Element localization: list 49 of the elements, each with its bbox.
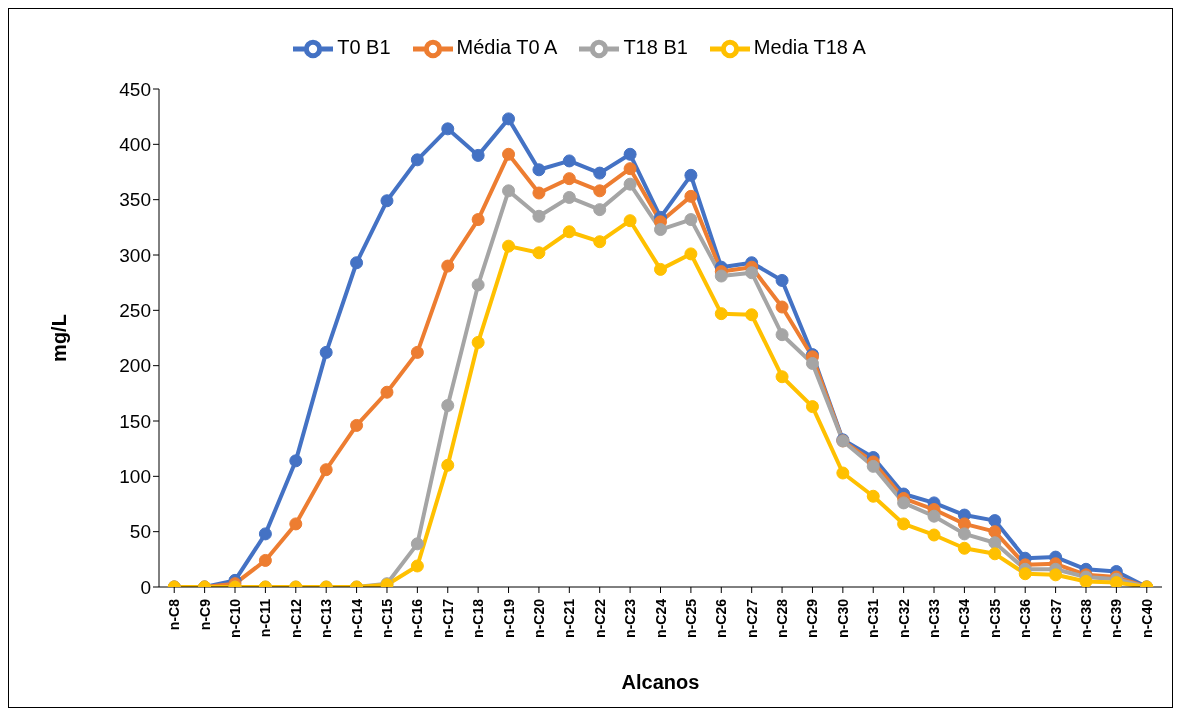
y-tick-label: 300 [119,244,151,266]
y-axis-title: mg/L [48,314,71,362]
x-tick-label: n-C23 [622,598,639,638]
x-tick-label: n-C36 [1017,598,1034,638]
y-tick-label: 100 [119,466,151,488]
x-tick-label: n-C31 [865,598,882,638]
x-tick-label: n-C25 [682,598,699,638]
x-tick-label: n-C34 [956,598,973,638]
y-tick-label: 50 [129,521,151,543]
x-tick-label: n-C17 [439,598,456,638]
x-tick-label: n-C21 [561,598,578,638]
y-tick-label: 250 [119,300,151,322]
x-tick-label: n-C11 [257,598,274,638]
x-tick-label: n-C26 [713,598,730,638]
x-tick-label: n-C15 [378,598,395,638]
x-tick-label: n-C32 [895,598,912,638]
x-tick-label: n-C27 [743,598,760,638]
x-tick-label: n-C39 [1108,598,1125,638]
y-tick-label: 150 [119,410,151,432]
x-tick-label: n-C19 [500,598,517,638]
x-tick-label: n-C8 [166,598,183,631]
x-tick-label: n-C16 [409,598,426,638]
x-tick-label: n-C28 [774,598,791,638]
x-tick-label: n-C10 [227,598,244,638]
y-tick-label: 0 [140,576,151,598]
x-tick-label: n-C35 [986,598,1003,638]
legend-label: T0 B1 [337,36,391,59]
y-tick-label: 450 [119,78,151,100]
y-tick-label: 350 [119,189,151,211]
x-tick-label: n-C14 [348,598,365,638]
x-tick-label: n-C13 [318,598,335,638]
x-tick-label: n-C9 [196,598,213,631]
y-tick-label: 200 [119,355,151,377]
y-tick-label: 400 [119,134,151,156]
x-tick-label: n-C38 [1077,598,1094,638]
x-tick-label: n-C29 [804,598,821,638]
legend-label: Media T18 A [753,36,866,59]
x-tick-label: n-C30 [834,598,851,638]
legend-label: T18 B1 [623,36,688,59]
legend-label: Média T0 A [456,36,558,59]
x-axis-title: Alcanos [621,671,700,693]
x-tick-label: n-C20 [530,598,547,638]
x-tick-label: n-C24 [652,598,669,638]
x-tick-label: n-C37 [1047,598,1064,638]
x-tick-label: n-C18 [470,598,487,638]
x-tick-label: n-C40 [1138,598,1155,638]
x-tick-label: n-C33 [926,598,943,638]
x-tick-label: n-C12 [287,598,304,638]
x-tick-label: n-C22 [591,598,608,638]
